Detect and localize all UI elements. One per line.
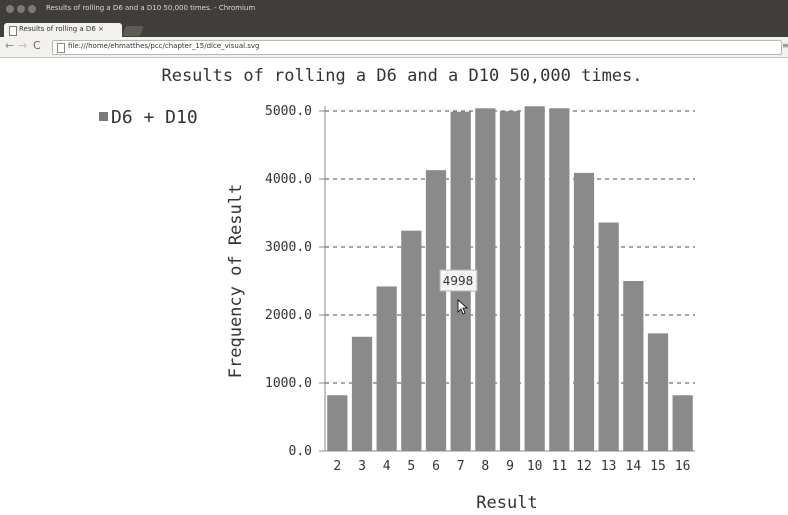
x-tick-label: 10 — [527, 459, 543, 474]
x-tick-label: 12 — [576, 459, 592, 474]
forward-arrow-icon[interactable]: → — [18, 39, 28, 52]
chart-title: Results of rolling a D6 and a D10 50,000… — [161, 66, 642, 86]
y-axis-title: Frequency of Result — [226, 184, 246, 378]
y-tick-label: 4000.0 — [265, 172, 312, 187]
bar[interactable] — [623, 281, 644, 451]
bar[interactable] — [425, 170, 447, 451]
x-tick-label: 15 — [650, 459, 666, 474]
bar[interactable] — [672, 395, 693, 451]
y-tick-label: 5000.0 — [265, 104, 312, 119]
address-bar[interactable]: file:///home/ehmatthes/pcc/chapter_15/di… — [52, 40, 782, 55]
menu-icon[interactable]: ≡ — [782, 41, 788, 50]
back-arrow-icon[interactable]: ← — [5, 39, 15, 52]
x-tick-label: 11 — [552, 459, 568, 474]
address-bar-url: file:///home/ehmatthes/pcc/chapter_15/di… — [68, 42, 260, 50]
bar[interactable] — [499, 111, 521, 452]
browser-tab[interactable]: Results of rolling a D6 × — [4, 23, 122, 37]
y-tick-label: 0.0 — [289, 444, 312, 459]
close-window-button[interactable] — [6, 5, 14, 13]
y-tick-label: 2000.0 — [265, 308, 312, 323]
dice-chart: Results of rolling a D6 and a D10 50,000… — [99, 66, 695, 513]
x-tick-label: 4 — [383, 459, 391, 474]
x-tick-label: 8 — [481, 459, 489, 474]
y-tick-label: 1000.0 — [265, 376, 312, 391]
tab-bar: Results of rolling a D6 × — [0, 20, 788, 37]
bar[interactable] — [475, 108, 496, 451]
window-title: Results of rolling a D6 and a D10 50,000… — [46, 4, 256, 12]
page-viewport: Results of rolling a D6 and a D10 50,000… — [0, 58, 788, 515]
bar[interactable] — [327, 395, 348, 451]
legend-label: D6 + D10 — [111, 107, 198, 128]
x-tick-label: 5 — [407, 459, 415, 474]
x-tick-label: 3 — [358, 459, 366, 474]
bar[interactable] — [524, 106, 545, 452]
bar[interactable] — [401, 230, 422, 451]
minimize-window-button[interactable] — [17, 5, 25, 13]
x-tick-label: 2 — [333, 459, 341, 474]
bar[interactable] — [549, 108, 570, 451]
bar[interactable] — [351, 336, 373, 451]
bar[interactable] — [647, 333, 669, 451]
new-tab-button[interactable] — [122, 26, 144, 36]
x-tick-label: 16 — [675, 459, 691, 474]
x-tick-label: 6 — [432, 459, 440, 474]
maximize-window-button[interactable] — [28, 5, 36, 13]
x-tick-label: 14 — [626, 459, 642, 474]
x-axis-title: Result — [476, 493, 537, 513]
page-icon — [9, 26, 17, 36]
tooltip-value: 4998 — [443, 274, 474, 288]
mouse-cursor-icon — [457, 299, 469, 315]
reload-icon[interactable]: C — [33, 39, 41, 52]
bar[interactable] — [573, 172, 595, 451]
x-tick-label: 7 — [457, 459, 465, 474]
window-titlebar: Results of rolling a D6 and a D10 50,000… — [0, 0, 788, 20]
bar[interactable] — [376, 286, 397, 451]
x-tick-label: 9 — [506, 459, 514, 474]
browser-toolbar: ← → C file:///home/ehmatthes/pcc/chapter… — [0, 37, 788, 58]
tab-title: Results of rolling a D6 × — [19, 25, 104, 33]
x-tick-label: 13 — [601, 459, 617, 474]
bar[interactable] — [598, 222, 619, 451]
page-icon — [57, 43, 65, 53]
y-tick-label: 3000.0 — [265, 240, 312, 255]
legend-swatch — [99, 112, 108, 121]
tooltip-box — [439, 269, 478, 292]
